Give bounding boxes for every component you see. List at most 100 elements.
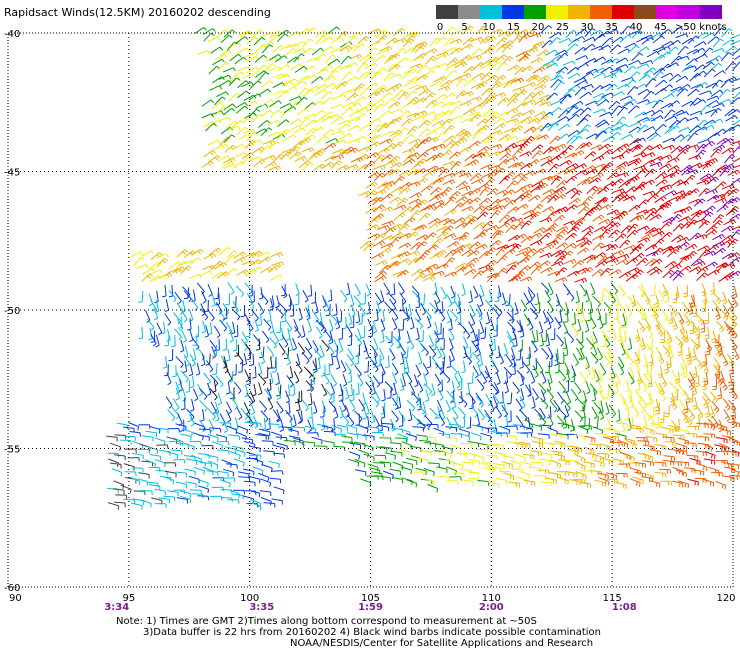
longitude-label: 95 (122, 593, 135, 604)
wind-barb (215, 375, 224, 388)
wind-barb (399, 110, 411, 119)
wind-barb (696, 272, 708, 281)
wind-barb (654, 472, 667, 478)
wind-barb (506, 180, 518, 190)
wind-barb (581, 71, 594, 79)
wind-barb (520, 220, 532, 230)
wind-barb (592, 242, 605, 251)
wind-barb (438, 309, 446, 322)
wind-barb (181, 428, 193, 437)
wind-barb (338, 340, 344, 353)
wind-barb (626, 229, 639, 239)
wind-barb (346, 92, 359, 101)
colorbar-swatch (524, 5, 546, 19)
wind-barb (550, 434, 563, 439)
wind-barb (257, 313, 262, 326)
wind-barb (197, 50, 211, 56)
wind-barb (365, 283, 371, 297)
wind-barb (249, 476, 261, 484)
wind-barb (533, 227, 546, 234)
wind-barb (414, 272, 426, 282)
wind-barb (391, 317, 398, 331)
wind-barb (232, 143, 245, 151)
wind-barb (563, 399, 571, 412)
wind-barb (211, 346, 217, 359)
wind-barb (433, 202, 446, 211)
wind-barb (531, 150, 543, 159)
wind-barb (268, 336, 277, 349)
wind-barb (259, 490, 272, 497)
wind-barb (554, 193, 567, 202)
wind-barb (722, 353, 729, 367)
wind-barb (293, 53, 305, 63)
wind-barb (420, 185, 433, 193)
wind-barb (408, 143, 421, 152)
wind-barb (554, 316, 562, 330)
wind-barb (495, 246, 507, 256)
wind-barb (106, 435, 118, 442)
wind-barb (564, 302, 569, 316)
wind-barb (258, 472, 270, 482)
wind-barb (707, 194, 720, 202)
wind-barb (591, 406, 598, 420)
wind-barb (468, 197, 481, 205)
wind-barb (575, 338, 584, 351)
wind-barb (381, 220, 395, 226)
wind-barb (201, 290, 207, 304)
wind-barb (599, 111, 613, 117)
wind-barb (555, 66, 569, 74)
wind-barb (340, 55, 352, 65)
wind-barb (255, 64, 268, 74)
wind-barb (163, 476, 175, 485)
wind-barb (618, 284, 626, 297)
wind-barb (581, 267, 594, 275)
wind-barb (392, 393, 398, 406)
wind-barb (397, 433, 409, 442)
wind-barb (598, 218, 611, 225)
wind-barb (473, 222, 486, 230)
wind-barb (574, 169, 588, 176)
wind-barb (503, 343, 509, 356)
wind-barb (389, 442, 402, 448)
wind-barb (618, 463, 631, 469)
wind-barb (406, 31, 420, 37)
wind-barb (295, 361, 303, 374)
wind-barb (565, 187, 578, 195)
wind-barb (590, 316, 597, 330)
wind-barb (721, 163, 735, 170)
wind-barb (606, 29, 619, 35)
wind-barb (720, 79, 732, 89)
wind-barb (681, 301, 690, 314)
wind-barb (257, 302, 265, 315)
wind-barb (553, 70, 565, 80)
wind-barb (511, 273, 524, 282)
wind-barb (577, 206, 590, 215)
wind-barb (443, 124, 455, 134)
wind-barb (557, 168, 571, 175)
wind-barb (145, 459, 157, 468)
wind-barb (292, 337, 298, 351)
wind-barb (316, 326, 323, 339)
wind-barb (715, 307, 721, 321)
wind-barb (654, 172, 668, 180)
wind-barb (288, 366, 294, 379)
wind-barb (149, 275, 162, 283)
wind-barb (636, 124, 649, 133)
wind-barb (374, 233, 387, 241)
wind-barb (601, 335, 607, 347)
wind-barb (637, 320, 646, 333)
wind-barb (499, 391, 504, 404)
wind-barb (570, 388, 579, 402)
wind-barb (321, 115, 334, 124)
wind-barb (349, 316, 355, 329)
pass-time-label: 1:08 (612, 602, 637, 613)
wind-barb (424, 130, 438, 137)
wind-barb (609, 269, 622, 276)
wind-barb (688, 390, 694, 403)
wind-barb (665, 337, 670, 350)
wind-barb (272, 409, 280, 422)
wind-barb (260, 127, 273, 137)
wind-barb (600, 329, 610, 342)
wind-barb (514, 186, 527, 194)
wind-barb (347, 44, 360, 53)
